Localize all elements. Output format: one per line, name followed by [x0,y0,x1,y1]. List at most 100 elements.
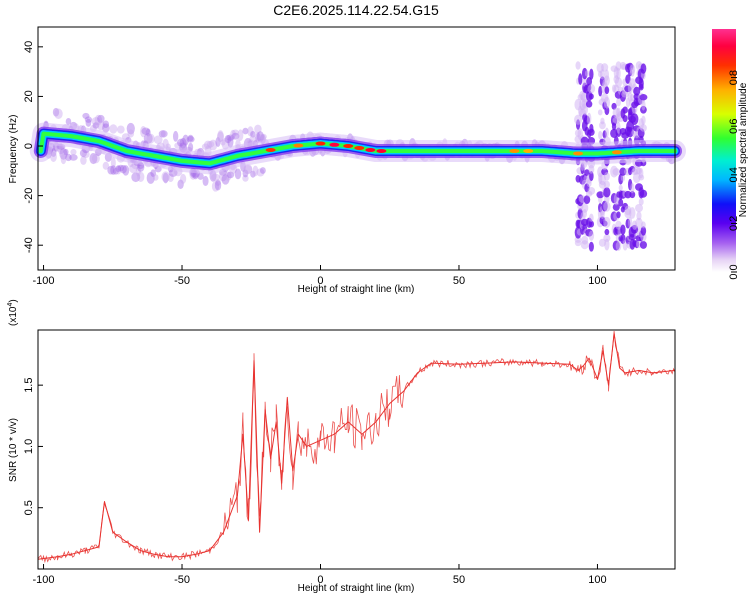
spectrogram-speckle [221,174,230,185]
spectrogram-broadband-blob [574,114,583,125]
spectrogram-y-ticks: 40 20 0 -20 -40 [23,41,43,253]
snr-panel: -100 -50 0 50 100 1.5 1.0 0.5 Height of straig… [7,299,676,594]
spectrogram-speckle [256,168,265,177]
snr-scale-label: (x104) [7,299,19,326]
spectrogram-broadband-blob [640,226,647,236]
spectrogram-speckle [174,142,183,149]
spectrogram-speckle [102,120,110,129]
x-tick-label: 50 [453,275,465,287]
spectrogram-broadband-blob [632,172,641,184]
spectrogram-speckle [208,139,218,151]
spectrogram-broadband-blob [583,195,591,205]
spectrogram-broadband-blob [620,174,626,182]
spectrogram-broadband-blob [638,77,644,90]
spectrogram-speckle [119,165,127,174]
snr-frame [37,329,676,570]
spectrogram-speckle [197,172,204,180]
snr-x-axis-label: Height of straight line (km) [298,583,415,594]
spectrogram-speckle [220,139,226,146]
spectrogram-speckle [82,150,90,159]
colorbar-tick-label: 0.4 [728,167,740,182]
spectrogram-speckle [70,148,77,156]
spectrogram-speckle [242,127,249,135]
spectrogram-speckle [126,122,135,135]
spectrogram-broadband-blob [603,172,610,181]
spectrogram-speckle [226,134,235,141]
spectrogram-speckle [92,122,100,129]
spectrogram-broadband-blob [639,124,647,132]
spectrogram-broadband-blob [589,68,594,80]
spectrogram-speckle [176,138,185,147]
svg-text:(x104): (x104) [7,299,19,326]
chart-title: C2E6.2025.114.22.54.G15 [273,2,439,18]
y-tick-label: 20 [23,90,35,102]
spectrogram-speckle [152,174,159,181]
spectrogram-speckle [115,165,122,173]
spectrogram-broadband-blob [599,69,606,80]
spectrogram-speckle [50,151,57,162]
spectrogram-speckle [258,133,267,140]
colorbar-label: Normalized spectral amplitude [738,82,749,217]
spectrogram-broadband-blob [641,221,646,229]
spectrogram-hotspot [315,141,326,146]
snr-x-ticks: -100 -50 0 50 100 [33,564,607,586]
spectrogram-hotspot [329,142,340,147]
spectrogram-speckle [79,149,87,158]
x-tick-label: -100 [33,574,55,586]
x-tick-label: 0 [317,275,323,287]
spectrogram-speckle [180,173,187,184]
spectrogram-hotspot [343,144,354,149]
spectrogram-speckle [145,128,151,137]
spectrogram-speckle [102,123,110,133]
spectrogram-speckle [112,167,119,175]
spectrogram-speckle [91,117,101,126]
spectrogram-speckle [167,173,174,183]
spectrogram-speckle [63,148,69,156]
spectrogram-speckle [65,117,72,125]
spectrogram-broadband-blob [599,121,606,130]
spectrogram-broadband-blob [578,73,583,86]
spectrogram-broadband-blob [618,184,623,192]
spectrogram-broadband-blob [618,198,624,207]
spectrogram-speckle [96,121,105,131]
y-tick-label: -20 [23,188,35,204]
snr-marks [37,330,676,564]
spectrogram-speckle [250,170,256,178]
spectrogram-speckle [250,130,256,138]
spectrogram-broadband-blob [604,228,610,236]
spectrogram-broadband-blob [628,216,633,229]
spectrogram-broadband-blob [629,207,636,219]
spectrogram-hotspot [573,151,584,156]
spectrogram-panel: -100 -50 0 50 100 40 20 0 -20 -40 Height of stra… [8,26,686,295]
spectrogram-speckle [162,138,169,149]
spectrogram-hotspot [365,147,376,152]
spectrogram-broadband-blob [615,98,622,107]
spectrogram-speckle [115,165,122,175]
spectrogram-speckle [221,138,230,150]
spectrogram-speckle [242,169,249,178]
snr-scale-exponent: 4 [7,303,14,307]
spectrogram-broadband-blob [612,203,620,211]
snr-scale-base: (x10 [8,306,19,326]
spectrogram-speckle [215,136,221,147]
spectrogram-broadband-blob [588,220,595,228]
colorbar-gradient [712,29,736,272]
spectrogram-broadband-blob [604,106,610,116]
spectrogram-broadband-blob [604,69,610,81]
colorbar-tick-label: 0.6 [728,119,740,134]
spectrogram-hotspot [265,147,276,152]
spectrogram-broadband-blob [581,202,589,213]
colorbar-tick-label: 0.2 [728,216,740,231]
spectrogram-broadband-blob [633,86,641,96]
snr-y-ticks: 1.5 1.0 0.5 [23,378,43,515]
spectrogram-broadband-blob [622,106,628,114]
spectrogram-broadband-blob [575,61,581,70]
spectrogram-speckle [226,171,235,179]
spectrogram-speckle [230,129,236,139]
spectrogram-speckle [252,165,259,177]
spectrogram-broadband-blob [587,84,596,94]
spectrogram-broadband-blob [581,235,589,245]
spectrogram-broadband-blob [585,100,593,108]
spectrogram-speckle [254,124,262,134]
